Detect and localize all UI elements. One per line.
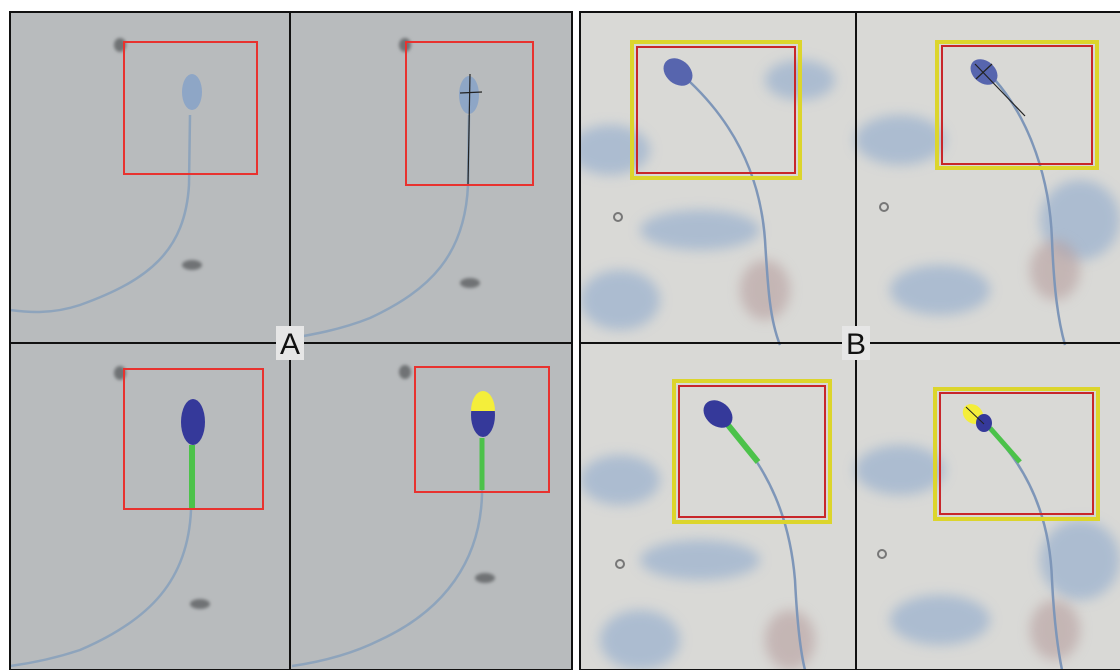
spot xyxy=(460,278,480,288)
sperm-head xyxy=(182,74,202,110)
blotch xyxy=(855,115,945,165)
nucleus-segment xyxy=(976,414,992,432)
blotch xyxy=(600,610,680,670)
page: {"panels": [{"label": "A"}, {"label": "B… xyxy=(0,0,1120,670)
spot xyxy=(190,599,210,609)
spot xyxy=(182,260,202,270)
panel-label: A xyxy=(280,328,300,361)
blotch xyxy=(640,210,760,250)
blotch xyxy=(890,265,990,315)
figure: A B xyxy=(0,0,1120,670)
sperm-head-segment xyxy=(181,399,205,445)
blotch xyxy=(640,540,760,580)
blob xyxy=(740,260,790,320)
blotch xyxy=(580,270,660,330)
blotch xyxy=(890,595,990,645)
blob xyxy=(765,610,815,670)
spot xyxy=(475,573,495,583)
panel-label: B xyxy=(846,328,866,361)
blotch xyxy=(580,455,660,505)
blotch xyxy=(855,445,945,495)
spot xyxy=(399,365,411,379)
